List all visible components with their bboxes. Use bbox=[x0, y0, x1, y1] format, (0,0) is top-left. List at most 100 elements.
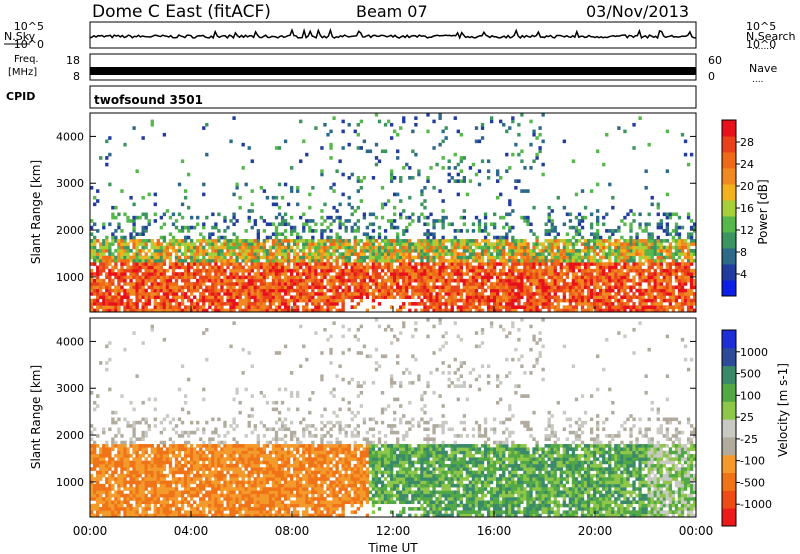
velocity-cell bbox=[99, 477, 103, 481]
power-cell bbox=[174, 305, 179, 309]
power-cell bbox=[589, 232, 594, 237]
power-cell bbox=[544, 258, 548, 263]
velocity-cell bbox=[150, 487, 154, 491]
power-cell bbox=[289, 272, 294, 276]
power-cell bbox=[202, 302, 206, 306]
power-ytick-label: 3000 bbox=[56, 177, 84, 190]
power-cell bbox=[262, 302, 267, 306]
velocity-cell bbox=[147, 497, 151, 501]
power-cell bbox=[671, 272, 676, 276]
power-cell bbox=[656, 302, 660, 306]
power-cell bbox=[326, 282, 330, 286]
power-cell bbox=[547, 215, 551, 220]
power-cell bbox=[193, 248, 197, 253]
power-cell bbox=[262, 275, 267, 280]
power-cell bbox=[432, 282, 436, 286]
power-cell bbox=[414, 292, 418, 296]
power-cell bbox=[508, 285, 512, 290]
power-cell bbox=[641, 278, 645, 283]
power-cell bbox=[399, 265, 403, 270]
power-cell bbox=[492, 265, 497, 270]
power-cell bbox=[468, 248, 473, 253]
power-cell bbox=[186, 245, 191, 250]
power-cell bbox=[147, 219, 151, 223]
power-cell bbox=[126, 298, 130, 303]
power-cell bbox=[153, 272, 157, 276]
power-cell bbox=[211, 232, 215, 237]
power-cell bbox=[277, 248, 282, 253]
power-cell bbox=[341, 272, 345, 276]
power-cell bbox=[374, 278, 379, 283]
power-cell bbox=[474, 268, 479, 273]
power-cell bbox=[96, 189, 100, 193]
velocity-cell bbox=[126, 513, 130, 518]
power-cell bbox=[141, 239, 145, 243]
power-cell bbox=[608, 305, 612, 309]
power-cell bbox=[677, 302, 682, 306]
power-cell bbox=[547, 272, 551, 276]
power-cell bbox=[653, 258, 657, 263]
power-cell bbox=[347, 275, 351, 280]
velocity-cell bbox=[126, 457, 130, 461]
power-cell bbox=[535, 285, 539, 290]
power-cell bbox=[486, 272, 491, 276]
power-cell bbox=[508, 272, 512, 276]
power-cell bbox=[332, 268, 336, 273]
power-cell bbox=[444, 285, 448, 290]
power-cell bbox=[486, 298, 491, 303]
nsky-panel: 10^5 10^0 N.Sky 10^5 10^0 N.Search .....… bbox=[4, 20, 796, 52]
power-cell bbox=[468, 288, 473, 293]
power-cell bbox=[547, 205, 551, 210]
velocity-cell bbox=[135, 467, 139, 471]
power-cell bbox=[320, 245, 324, 250]
power-cell bbox=[608, 272, 612, 276]
power-cell bbox=[680, 278, 685, 283]
power-cell bbox=[308, 295, 312, 300]
power-cell bbox=[441, 302, 445, 306]
power-cell bbox=[632, 285, 636, 290]
power-cell bbox=[171, 268, 176, 273]
power-cell bbox=[368, 258, 373, 263]
power-cell bbox=[311, 272, 315, 276]
power-cell bbox=[126, 215, 130, 220]
power-cell bbox=[535, 272, 539, 276]
power-cell bbox=[586, 255, 591, 260]
power-cell bbox=[686, 215, 691, 220]
power-cell bbox=[293, 268, 297, 273]
power-cell bbox=[435, 242, 439, 246]
power-cell bbox=[456, 245, 460, 250]
power-cell bbox=[286, 285, 291, 290]
power-cell bbox=[583, 268, 588, 273]
velocity-cell bbox=[93, 460, 97, 465]
power-cell bbox=[496, 195, 500, 200]
power-cell bbox=[105, 282, 109, 286]
power-cell bbox=[571, 258, 576, 263]
velocity-cell bbox=[93, 444, 97, 448]
power-cell bbox=[632, 252, 636, 256]
velocity-cell bbox=[132, 493, 136, 498]
power-cell bbox=[193, 282, 197, 286]
power-cell bbox=[199, 242, 203, 246]
velocity-cell bbox=[126, 480, 130, 485]
power-cell bbox=[683, 278, 688, 283]
power-cell bbox=[480, 248, 485, 253]
power-cell bbox=[417, 268, 421, 273]
power-cell bbox=[186, 285, 191, 290]
power-cell bbox=[556, 252, 560, 256]
power-cell bbox=[405, 255, 409, 260]
power-cell bbox=[289, 268, 294, 273]
power-cell bbox=[544, 298, 548, 303]
power-cell bbox=[641, 268, 645, 273]
power-cell bbox=[438, 262, 442, 266]
power-cell bbox=[371, 252, 376, 256]
power-cell bbox=[529, 119, 533, 124]
power-cell bbox=[462, 156, 467, 160]
power-cell bbox=[638, 268, 642, 273]
power-cell bbox=[399, 305, 403, 309]
power-cell bbox=[577, 295, 582, 300]
power-cell bbox=[214, 258, 218, 263]
power-cell bbox=[414, 242, 418, 246]
power-colorbar-swatch bbox=[722, 264, 736, 281]
power-cell bbox=[362, 255, 367, 260]
velocity-cell bbox=[93, 503, 97, 508]
